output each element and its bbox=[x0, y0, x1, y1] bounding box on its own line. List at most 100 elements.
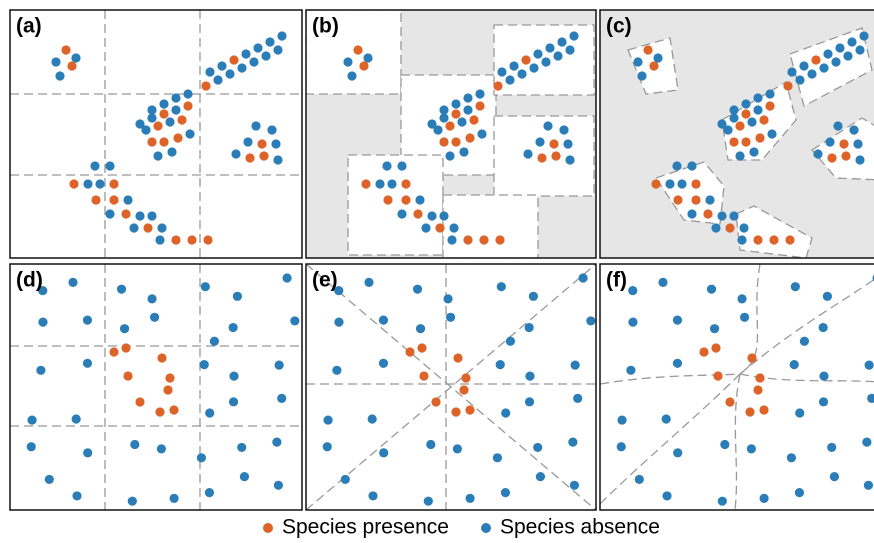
point bbox=[755, 133, 765, 143]
point bbox=[147, 105, 157, 115]
point bbox=[717, 211, 727, 221]
point bbox=[847, 37, 857, 47]
point bbox=[147, 137, 157, 147]
point bbox=[785, 235, 795, 245]
point bbox=[833, 121, 843, 131]
point bbox=[729, 105, 739, 115]
point bbox=[26, 442, 36, 452]
point bbox=[755, 373, 765, 383]
point bbox=[363, 53, 373, 63]
point bbox=[616, 442, 626, 452]
point bbox=[323, 415, 333, 425]
point bbox=[497, 67, 507, 77]
point bbox=[159, 137, 169, 147]
point bbox=[105, 161, 115, 171]
point bbox=[72, 491, 82, 501]
cell bbox=[789, 27, 873, 107]
point bbox=[665, 179, 675, 189]
point bbox=[672, 161, 682, 171]
point bbox=[204, 488, 215, 498]
point bbox=[272, 437, 282, 447]
point bbox=[662, 491, 672, 501]
point bbox=[251, 121, 261, 131]
point bbox=[505, 75, 515, 85]
point bbox=[51, 57, 61, 67]
point bbox=[827, 442, 837, 453]
point bbox=[737, 235, 747, 245]
point bbox=[739, 312, 750, 322]
point bbox=[141, 125, 151, 135]
point bbox=[819, 371, 829, 381]
point bbox=[469, 115, 479, 125]
point bbox=[451, 109, 461, 119]
point bbox=[843, 51, 853, 61]
point bbox=[747, 117, 757, 127]
cell bbox=[721, 81, 797, 161]
point bbox=[119, 324, 130, 334]
point bbox=[709, 324, 720, 334]
point bbox=[459, 385, 469, 395]
point bbox=[811, 55, 821, 65]
point bbox=[71, 414, 81, 424]
point bbox=[705, 195, 715, 205]
panel-label: (e) bbox=[312, 269, 338, 292]
point bbox=[239, 472, 250, 482]
point bbox=[831, 57, 841, 67]
point bbox=[720, 439, 730, 450]
point bbox=[819, 63, 829, 73]
divider bbox=[306, 264, 596, 510]
point bbox=[415, 195, 425, 205]
point bbox=[849, 125, 859, 135]
point bbox=[783, 81, 793, 91]
point bbox=[421, 223, 431, 233]
point bbox=[533, 442, 543, 453]
point bbox=[200, 282, 210, 292]
point bbox=[343, 57, 353, 67]
point bbox=[245, 153, 255, 163]
point bbox=[463, 93, 473, 103]
point bbox=[347, 71, 357, 81]
point bbox=[135, 211, 145, 221]
point bbox=[753, 235, 763, 245]
point bbox=[578, 273, 588, 283]
point bbox=[426, 439, 436, 450]
point bbox=[822, 291, 832, 301]
point bbox=[229, 55, 239, 65]
point bbox=[723, 125, 733, 135]
point bbox=[565, 45, 575, 55]
point bbox=[839, 139, 849, 149]
point bbox=[637, 71, 647, 81]
point bbox=[431, 397, 441, 407]
point bbox=[729, 211, 739, 221]
point bbox=[746, 444, 756, 454]
point bbox=[569, 31, 579, 41]
point bbox=[799, 61, 809, 71]
point bbox=[729, 137, 739, 147]
point bbox=[745, 407, 755, 417]
point bbox=[759, 405, 769, 415]
point bbox=[439, 113, 449, 123]
point bbox=[862, 437, 872, 447]
point bbox=[382, 161, 392, 171]
legend-label: Species presence bbox=[282, 516, 449, 539]
point bbox=[658, 277, 668, 287]
point bbox=[83, 448, 93, 458]
point bbox=[691, 179, 701, 189]
point bbox=[449, 223, 459, 233]
point bbox=[687, 161, 697, 171]
point bbox=[185, 129, 195, 139]
point bbox=[549, 139, 559, 149]
divider bbox=[600, 373, 741, 505]
point bbox=[203, 235, 213, 245]
point bbox=[677, 179, 687, 189]
point bbox=[479, 235, 489, 245]
point bbox=[173, 133, 183, 143]
point bbox=[703, 209, 713, 219]
point bbox=[753, 93, 763, 103]
panel: (b) bbox=[306, 10, 596, 258]
point bbox=[71, 53, 81, 63]
point bbox=[332, 365, 342, 375]
point bbox=[453, 353, 463, 363]
point bbox=[711, 343, 721, 353]
point bbox=[459, 147, 469, 157]
